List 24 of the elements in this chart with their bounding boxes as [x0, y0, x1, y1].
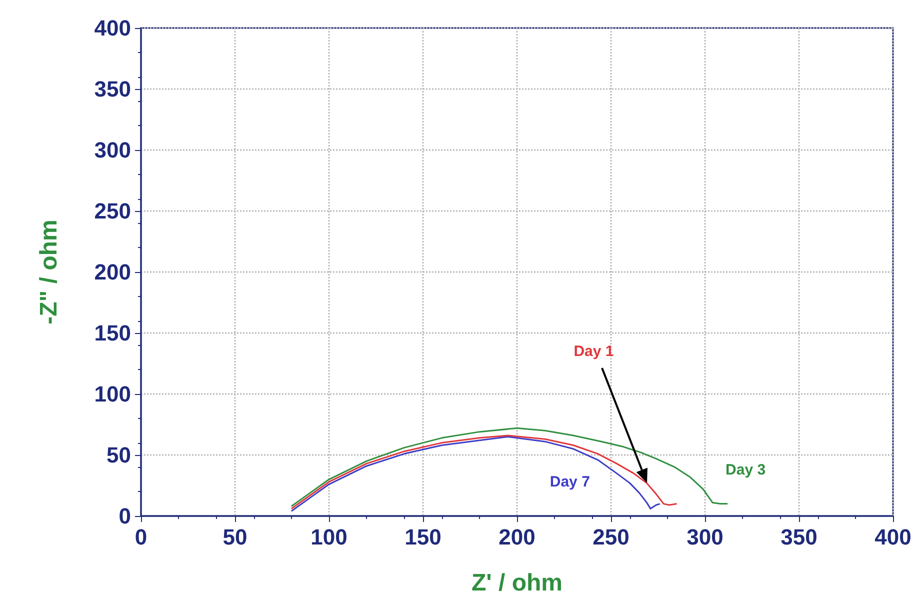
y-tick-label: 0 [118, 504, 131, 528]
y-tick-label: 250 [94, 198, 131, 224]
y-tick-label: 400 [94, 16, 131, 40]
y-axis-title: -Z" / ohm [36, 220, 62, 324]
x-tick-label: 50 [222, 524, 248, 550]
x-tick-label: 350 [780, 524, 818, 550]
x-tick-label: 200 [498, 524, 536, 550]
y-tick-label: 100 [94, 382, 131, 406]
x-tick-label: 100 [310, 524, 348, 550]
x-tick-label: 300 [686, 524, 724, 550]
y-tick-label: 200 [94, 260, 131, 284]
text: Day 1 [574, 343, 614, 360]
y-tick-label: 300 [94, 138, 131, 162]
y-tick-label: 350 [94, 76, 131, 102]
series-label: Day 3 [726, 461, 766, 478]
x-tick-label: 400 [874, 524, 912, 550]
x-axis-title: Z' / ohm [471, 570, 563, 596]
series-label: Day 7 [550, 473, 590, 490]
y-tick-label: 150 [94, 320, 131, 346]
line-series [290, 427, 728, 507]
y-tick-label: 50 [106, 442, 131, 468]
x-tick-label: 150 [404, 524, 442, 550]
x-tick-label: 0 [134, 524, 148, 550]
x-tick-label: 250 [592, 524, 630, 550]
